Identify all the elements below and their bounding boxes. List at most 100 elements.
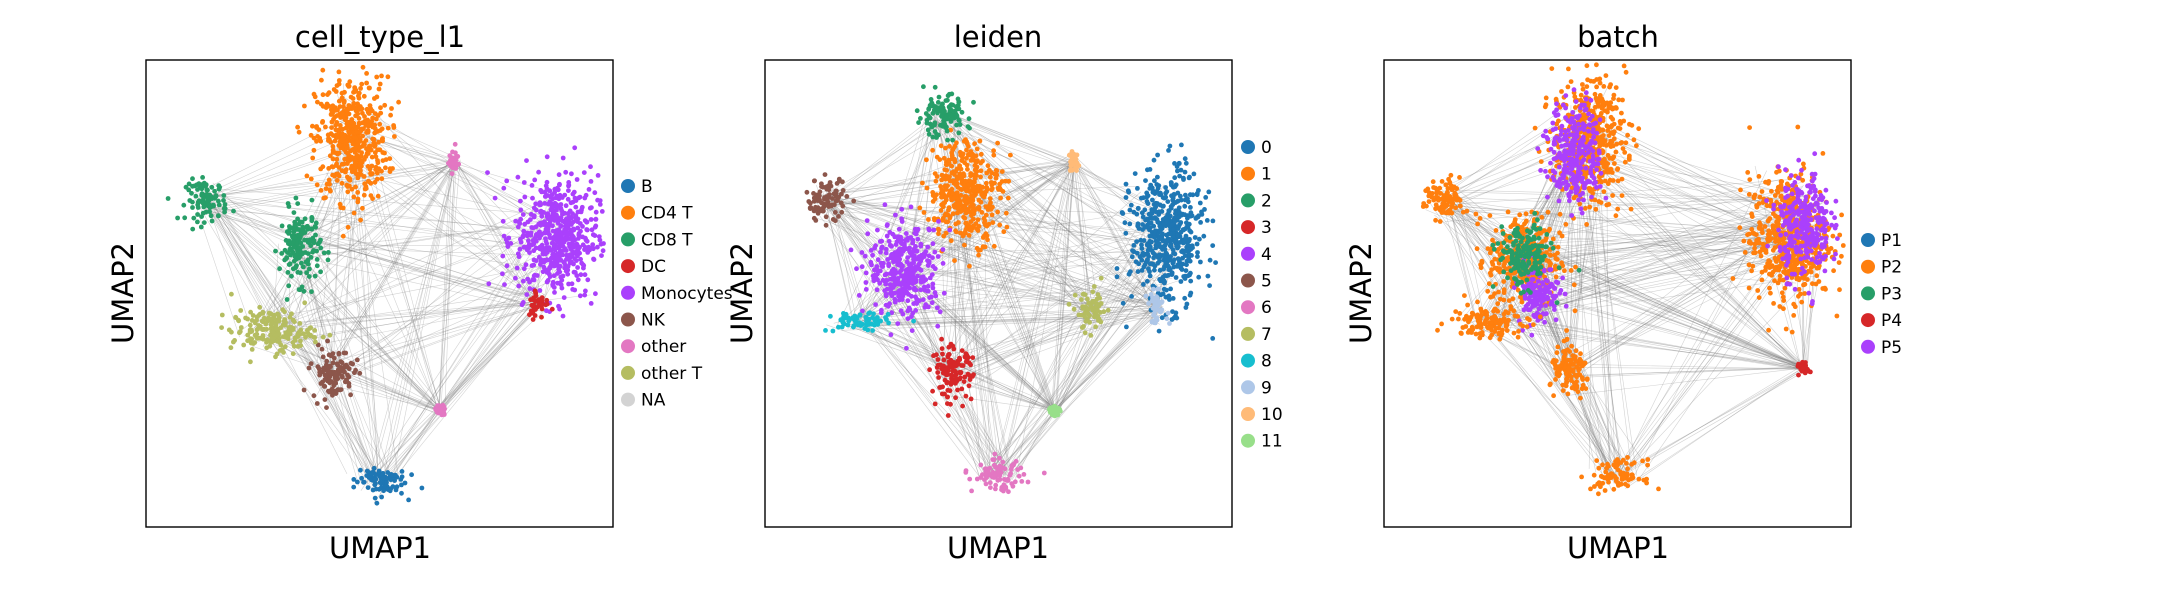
data-point bbox=[572, 145, 578, 151]
edge-line bbox=[438, 158, 456, 409]
data-point bbox=[839, 324, 845, 330]
data-point bbox=[939, 109, 945, 115]
data-point bbox=[934, 106, 940, 112]
data-point bbox=[566, 281, 571, 287]
data-point bbox=[301, 288, 307, 294]
data-point bbox=[908, 263, 914, 269]
data-point bbox=[987, 480, 993, 486]
data-point bbox=[580, 224, 585, 229]
data-point bbox=[275, 311, 281, 317]
edge-line bbox=[339, 121, 567, 233]
data-point bbox=[941, 200, 946, 206]
data-point bbox=[556, 172, 562, 178]
edge-line bbox=[312, 233, 549, 305]
data-point bbox=[562, 260, 567, 266]
data-point bbox=[1163, 256, 1169, 262]
edge-line bbox=[204, 202, 332, 375]
data-point bbox=[381, 488, 386, 494]
data-point bbox=[1181, 239, 1187, 244]
data-point bbox=[573, 204, 579, 210]
edge-line bbox=[298, 258, 327, 373]
data-point bbox=[1190, 245, 1195, 251]
data-point bbox=[921, 210, 927, 215]
data-point bbox=[207, 209, 213, 215]
data-point bbox=[862, 253, 868, 259]
data-point bbox=[1168, 204, 1174, 210]
data-point bbox=[923, 111, 929, 116]
data-point bbox=[858, 323, 864, 328]
legend-label: CD8 T bbox=[641, 230, 693, 250]
data-point bbox=[1144, 278, 1150, 284]
edge-line bbox=[455, 164, 576, 237]
data-point bbox=[310, 155, 316, 161]
data-point bbox=[576, 232, 582, 238]
data-point bbox=[1134, 239, 1139, 245]
data-point bbox=[894, 239, 900, 245]
data-point bbox=[500, 271, 505, 277]
data-point bbox=[200, 210, 206, 216]
data-point bbox=[538, 262, 543, 267]
data-point bbox=[915, 273, 920, 279]
data-point bbox=[1163, 250, 1169, 256]
data-point bbox=[324, 405, 329, 410]
data-point bbox=[948, 401, 953, 407]
data-point bbox=[945, 387, 951, 393]
edge-line bbox=[307, 159, 456, 250]
data-point bbox=[569, 221, 574, 227]
edge-line bbox=[343, 160, 355, 359]
edge-line bbox=[207, 212, 540, 301]
data-point bbox=[937, 157, 943, 163]
data-point bbox=[1074, 164, 1080, 170]
legend-marker bbox=[621, 205, 635, 220]
data-point bbox=[536, 169, 541, 175]
data-point bbox=[378, 105, 383, 111]
data-point bbox=[1114, 266, 1120, 271]
data-point bbox=[308, 176, 314, 182]
data-point bbox=[967, 227, 973, 233]
data-point bbox=[379, 126, 385, 132]
data-point bbox=[312, 328, 318, 333]
data-point bbox=[311, 238, 317, 244]
data-point bbox=[986, 221, 992, 227]
data-point bbox=[826, 204, 832, 210]
data-point bbox=[811, 191, 816, 196]
data-point bbox=[279, 251, 285, 256]
data-point bbox=[942, 167, 948, 173]
edge-line bbox=[438, 159, 461, 410]
data-point bbox=[387, 156, 393, 162]
data-point bbox=[1186, 221, 1192, 227]
legend-label: 1 bbox=[1261, 165, 1272, 185]
data-point bbox=[930, 110, 936, 116]
legend-marker bbox=[1241, 433, 1255, 448]
edge-line bbox=[335, 386, 441, 410]
data-point bbox=[978, 160, 984, 166]
data-point bbox=[1149, 298, 1155, 303]
data-point bbox=[930, 281, 936, 287]
data-point bbox=[992, 472, 998, 477]
data-point bbox=[937, 309, 943, 315]
data-point bbox=[1073, 156, 1079, 162]
legend-marker bbox=[621, 259, 635, 274]
data-point bbox=[958, 186, 964, 192]
panel-title: batch bbox=[1577, 20, 1659, 54]
data-point bbox=[956, 130, 962, 136]
data-point bbox=[1157, 223, 1163, 229]
data-point bbox=[500, 218, 506, 224]
data-point bbox=[362, 114, 367, 119]
edge-line bbox=[299, 246, 540, 299]
data-point bbox=[586, 187, 592, 192]
data-point bbox=[547, 188, 553, 194]
data-point bbox=[856, 293, 862, 298]
data-point bbox=[1176, 205, 1182, 211]
data-point bbox=[504, 178, 510, 184]
data-point bbox=[254, 331, 260, 337]
data-point bbox=[182, 215, 188, 221]
data-point bbox=[559, 285, 565, 291]
data-point bbox=[351, 105, 356, 111]
legend-label: 4 bbox=[1261, 245, 1272, 265]
data-point bbox=[221, 193, 227, 198]
data-point bbox=[359, 81, 365, 87]
data-point bbox=[322, 397, 328, 402]
data-point bbox=[857, 312, 863, 318]
data-point bbox=[917, 205, 923, 211]
